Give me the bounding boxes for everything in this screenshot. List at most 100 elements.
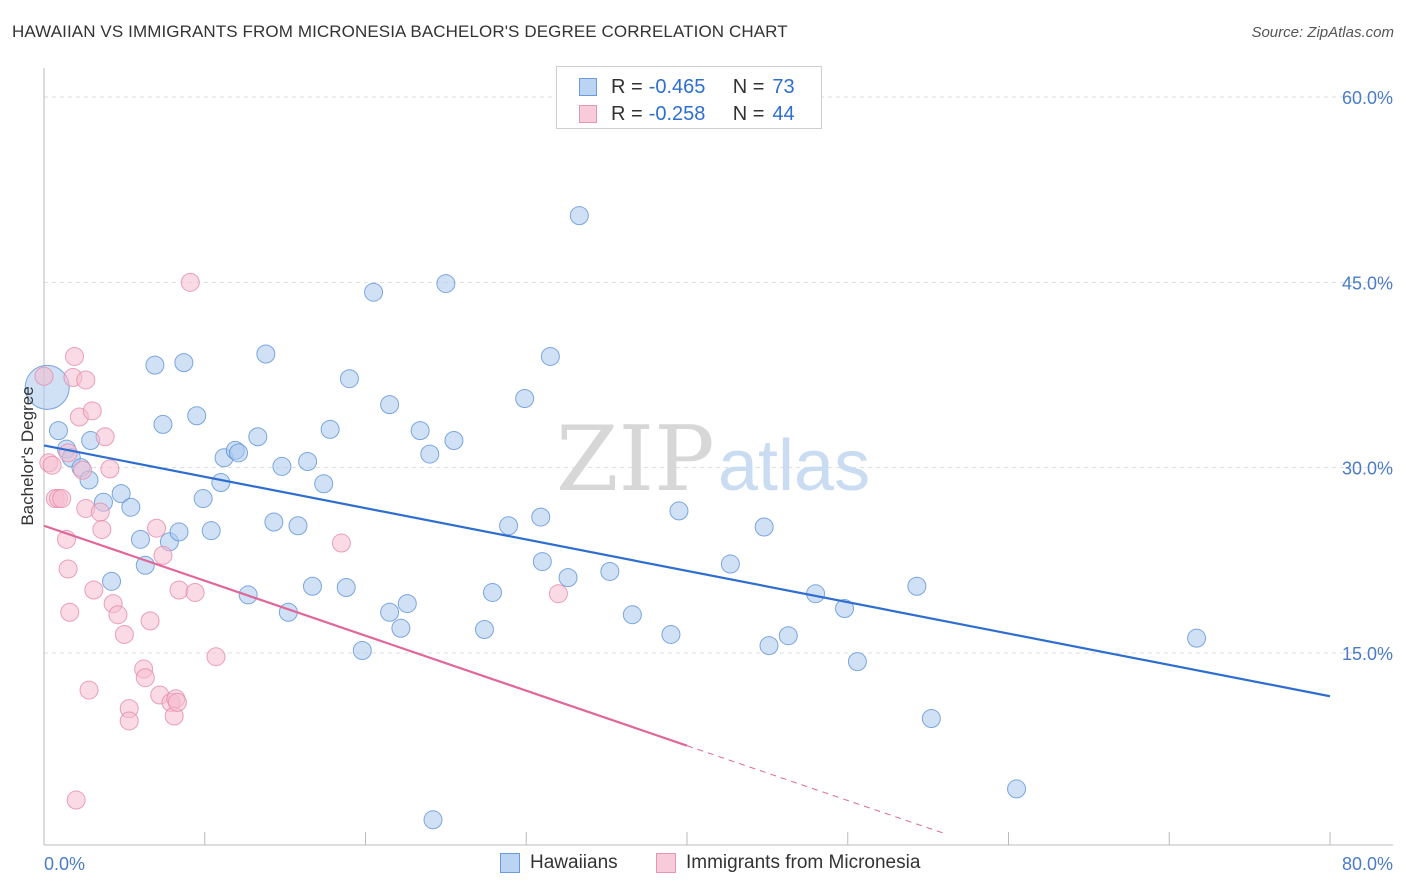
hawaiians-point [420, 444, 440, 464]
micronesia-point [92, 519, 112, 539]
hawaiians-point [298, 451, 318, 471]
hawaiians-point [339, 369, 359, 389]
hawaiians-point [921, 708, 941, 728]
hawaiians-point [436, 274, 456, 294]
micronesia-point [66, 790, 86, 810]
grid-lines [44, 96, 1393, 654]
micronesia-point [95, 427, 115, 447]
hawaiians-point [835, 599, 855, 619]
micronesia-point [58, 559, 78, 579]
hawaiians-point [754, 517, 774, 537]
hawaiians-point [320, 419, 340, 439]
legend-r-label: R = [611, 102, 643, 125]
legend-item-hawaiians: Hawaiians [500, 852, 618, 874]
hawaiians-point [720, 554, 740, 574]
micronesia-point [167, 692, 187, 712]
micronesia-point [153, 545, 173, 565]
hawaiians-point [397, 594, 417, 614]
micronesia-point [331, 533, 351, 553]
hawaiians-point [201, 521, 221, 541]
legend-swatch-micronesia [656, 853, 676, 873]
watermark-zip: ZIP [556, 407, 715, 512]
hawaiians-point [130, 529, 150, 549]
hawaiians-point [558, 568, 578, 588]
y-axis-label: Bachelor's Degree [18, 386, 37, 525]
micronesia-point [135, 668, 155, 688]
legend-r-value: -0.258 [648, 102, 706, 125]
micronesia-point [185, 582, 205, 602]
series-legend: Hawaiians Immigrants from Micronesia [0, 852, 1406, 878]
legend-row-micronesia: R = -0.258 N = 44 [579, 102, 795, 126]
micronesia-point [180, 272, 200, 292]
micronesia-point [108, 605, 128, 625]
legend-label-hawaiians: Hawaiians [530, 852, 618, 873]
hawaiians-point [531, 507, 551, 527]
hawaiians-point [187, 406, 207, 426]
micronesia-points [34, 272, 568, 810]
y-tick-label: 15.0% [1342, 644, 1393, 664]
hawaiians-point [540, 346, 560, 366]
micronesia-point [82, 401, 102, 421]
hawaiians-point [410, 421, 430, 441]
legend-swatch-pink [579, 105, 597, 123]
hawaiians-point [102, 571, 122, 591]
hawaiians-point [444, 430, 464, 450]
legend-n-label: N = [732, 75, 765, 98]
hawaiians-point [174, 353, 194, 373]
legend-r-label: R = [611, 75, 643, 98]
hawaiians-point [1187, 628, 1207, 648]
hawaiians-point [380, 602, 400, 622]
legend-n-value: 73 [772, 75, 795, 98]
legend-swatch-blue [579, 78, 597, 96]
y-tick-label: 45.0% [1342, 273, 1393, 293]
micronesia-point [206, 647, 226, 667]
hawaiians-point [515, 388, 535, 408]
hawaiians-point [229, 443, 249, 463]
hawaiians-point [669, 501, 689, 521]
hawaiians-point [482, 582, 502, 602]
hawaiians-point [288, 516, 308, 536]
hawaiians-point [302, 576, 322, 596]
hawaiians-point [153, 414, 173, 434]
hawaiians-point [391, 618, 411, 638]
y-tick-labels: 15.0% 30.0% 45.0% 60.0% [1342, 88, 1393, 664]
micronesia-point [119, 711, 139, 731]
x-tick-marks [204, 832, 1331, 845]
trend-lines [43, 444, 1331, 834]
micronesia-point [79, 680, 99, 700]
legend-swatch-hawaiians [500, 853, 520, 873]
hawaiians-point [569, 206, 589, 226]
legend-item-micronesia: Immigrants from Micronesia [656, 852, 920, 874]
micronesia-point [90, 502, 110, 522]
micronesia-point [42, 455, 62, 475]
hawaiians-point [145, 355, 165, 375]
source-note: Source: ZipAtlas.com [1251, 24, 1394, 41]
micronesia-point [65, 346, 85, 366]
y-tick-label: 30.0% [1342, 459, 1393, 479]
micronesia-trend-extension [686, 745, 945, 834]
micronesia-point [114, 624, 134, 644]
hawaiians-point [759, 636, 779, 656]
hawaiians-trend-line [43, 444, 1331, 698]
micronesia-point [548, 584, 568, 604]
micronesia-point [169, 580, 189, 600]
hawaiians-point [121, 497, 141, 517]
micronesia-point [52, 489, 72, 509]
legend-r-value: -0.465 [648, 75, 706, 98]
hawaiians-point [474, 620, 494, 640]
legend-n-value: 44 [772, 102, 795, 125]
hawaiians-point [622, 605, 642, 625]
hawaiians-point [380, 395, 400, 415]
micronesia-point [73, 460, 93, 480]
hawaiians-point [314, 474, 334, 494]
hawaiians-points [24, 206, 1207, 830]
micronesia-point [76, 370, 96, 390]
chart-title: HAWAIIAN VS IMMIGRANTS FROM MICRONESIA B… [12, 22, 788, 41]
hawaiians-point [907, 576, 927, 596]
hawaiians-point [364, 282, 384, 302]
hawaiians-point [193, 489, 213, 509]
hawaiians-point [256, 344, 276, 364]
hawaiians-point [1007, 779, 1027, 799]
legend-label-micronesia: Immigrants from Micronesia [686, 852, 921, 873]
